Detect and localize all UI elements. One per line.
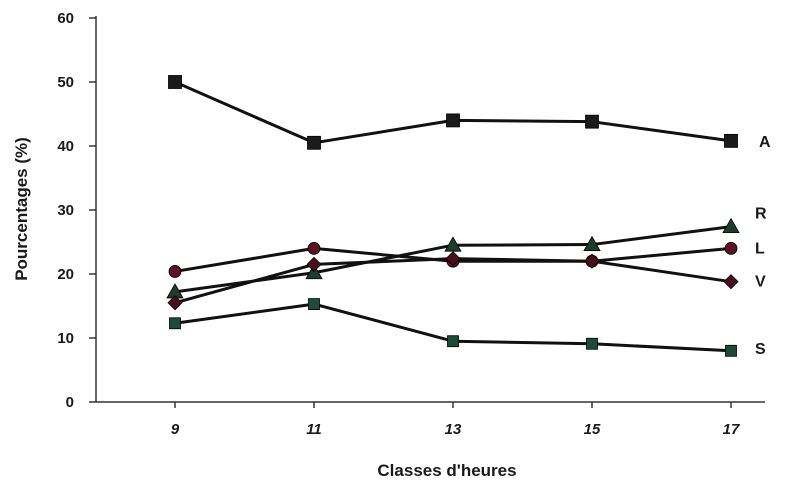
data-point [583,235,601,251]
axes [95,16,765,403]
y-tick-label: 60 [57,10,74,27]
y-tick-label: 0 [66,394,74,411]
series-label: A [759,134,771,151]
data-point [307,241,321,255]
series-line [174,80,732,145]
series-s: S [169,298,766,358]
x-tick-label: 15 [584,421,601,438]
y-tick-label: 10 [57,330,74,347]
series-r: R [166,206,767,299]
data-point [447,335,459,348]
series-v: V [167,251,766,311]
x-ticks: 9 11 13 15 17 [171,402,740,438]
data-point [167,295,183,311]
data-point [725,344,737,357]
y-axis-title: Pourcentages (%) [12,137,31,281]
x-tick-label: 9 [171,421,180,438]
series-label: L [755,240,765,257]
y-tick-label: 40 [57,138,74,155]
x-tick-label: 17 [723,421,740,438]
data-point [586,337,598,350]
data-point [722,217,740,234]
data-point [723,274,739,290]
y-tick-label: 50 [57,74,74,91]
series-label: V [755,274,766,291]
x-axis-title: Classes d'heures [377,461,516,480]
data-point [168,265,182,278]
data-point [168,75,182,89]
y-tick-label: 20 [57,266,74,283]
data-point [584,253,600,269]
data-point [446,113,460,128]
series-layer: A RLV S [166,75,771,358]
data-point [307,135,321,150]
series-label: S [755,341,766,358]
data-point [308,298,320,310]
data-point [306,256,322,272]
series-label: R [755,206,767,223]
data-point [724,133,738,148]
data-point [445,251,461,267]
data-point [585,114,599,129]
y-ticks: 0 10 20 30 40 50 60 [57,10,96,411]
x-tick-label: 13 [445,421,462,438]
data-point [724,241,738,255]
y-tick-label: 30 [57,202,74,219]
data-point [169,317,181,330]
series-a: A [168,75,771,151]
x-tick-label: 11 [306,421,322,438]
